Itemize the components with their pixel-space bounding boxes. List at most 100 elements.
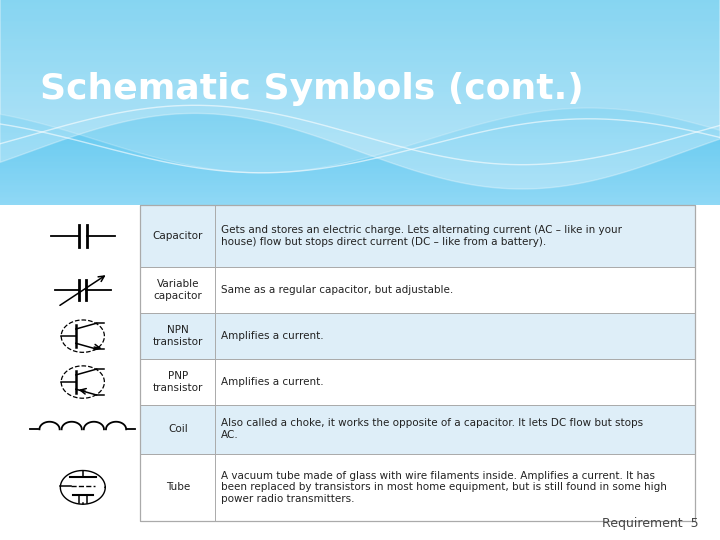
Bar — [0, 91, 720, 92]
Bar — [0, 110, 720, 111]
Bar — [140, 205, 695, 521]
Bar — [0, 19, 720, 21]
Bar — [140, 205, 215, 267]
Bar — [0, 122, 720, 123]
Bar — [0, 3, 720, 5]
Bar — [0, 167, 720, 170]
Bar — [0, 41, 720, 43]
Bar — [0, 132, 720, 133]
Bar — [0, 176, 720, 178]
Text: Amplifies a current.: Amplifies a current. — [221, 377, 323, 387]
Bar — [0, 25, 720, 28]
Bar — [0, 173, 720, 174]
Bar — [0, 149, 720, 151]
Bar — [0, 157, 720, 159]
Bar — [0, 70, 720, 72]
Bar — [0, 161, 720, 163]
Bar — [0, 22, 720, 24]
Bar — [0, 101, 720, 103]
Bar — [0, 178, 720, 179]
Bar — [0, 14, 720, 15]
Bar — [140, 454, 695, 521]
Text: Coil: Coil — [168, 424, 188, 434]
Bar — [0, 55, 720, 56]
Bar — [0, 179, 720, 181]
Bar — [0, 174, 720, 176]
Bar — [0, 118, 720, 120]
Bar — [0, 129, 720, 130]
Bar — [0, 202, 720, 204]
Bar — [0, 75, 720, 77]
Bar — [0, 144, 720, 145]
Bar — [140, 267, 695, 313]
Bar — [0, 46, 720, 48]
Bar — [0, 89, 720, 91]
Text: Variable
capacitor: Variable capacitor — [153, 280, 202, 301]
Bar — [0, 97, 720, 99]
Bar — [0, 164, 720, 166]
Bar — [0, 192, 720, 193]
Bar — [0, 163, 720, 164]
Bar — [0, 113, 720, 114]
Text: Tube: Tube — [166, 482, 190, 492]
Bar — [0, 159, 720, 161]
Bar — [0, 31, 720, 32]
Bar — [0, 137, 720, 138]
Bar — [0, 188, 720, 190]
Text: PNP
transistor: PNP transistor — [153, 372, 203, 393]
Bar — [0, 9, 720, 10]
Bar — [0, 17, 720, 19]
Bar — [0, 138, 720, 140]
Bar — [0, 85, 720, 87]
Bar — [0, 154, 720, 156]
Text: A vacuum tube made of glass with wire filaments inside. Amplifies a current. It : A vacuum tube made of glass with wire fi… — [221, 471, 667, 504]
Bar — [0, 73, 720, 75]
Bar — [140, 313, 695, 359]
Bar — [0, 96, 720, 97]
Bar — [0, 92, 720, 94]
Bar — [0, 152, 720, 154]
Bar — [0, 15, 720, 17]
Bar — [0, 171, 720, 173]
Bar — [0, 123, 720, 125]
Bar — [0, 166, 720, 167]
Bar — [0, 204, 720, 205]
Bar — [0, 10, 720, 12]
Bar — [0, 12, 720, 14]
Bar — [0, 151, 720, 152]
Bar — [0, 193, 720, 195]
Bar — [0, 58, 720, 60]
Text: Also called a choke, it works the opposite of a capacitor. It lets DC flow but s: Also called a choke, it works the opposi… — [221, 418, 643, 440]
Bar — [0, 104, 720, 106]
Bar — [0, 72, 720, 73]
Bar — [0, 48, 720, 50]
Bar — [0, 103, 720, 104]
Bar — [0, 126, 720, 128]
Bar — [0, 84, 720, 85]
Bar — [0, 142, 720, 144]
Bar — [140, 405, 215, 454]
Bar — [0, 66, 720, 69]
Text: Capacitor: Capacitor — [153, 231, 203, 241]
Bar — [0, 44, 720, 46]
Bar — [0, 205, 720, 540]
Text: Gets and stores an electric charge. Lets alternating current (AC – like in your
: Gets and stores an electric charge. Lets… — [221, 226, 622, 247]
Bar — [0, 60, 720, 62]
Bar — [0, 116, 720, 118]
Bar — [0, 32, 720, 34]
Bar — [140, 313, 215, 359]
Bar — [0, 2, 720, 3]
Bar — [0, 21, 720, 22]
Bar — [0, 186, 720, 188]
Bar — [0, 51, 720, 53]
Text: NPN
transistor: NPN transistor — [153, 325, 203, 347]
Bar — [0, 79, 720, 80]
Bar — [0, 65, 720, 66]
Bar — [140, 405, 695, 454]
Bar — [0, 106, 720, 108]
Bar — [0, 38, 720, 39]
Bar — [0, 130, 720, 132]
Bar — [140, 359, 695, 405]
Bar — [0, 156, 720, 157]
Bar — [0, 147, 720, 149]
